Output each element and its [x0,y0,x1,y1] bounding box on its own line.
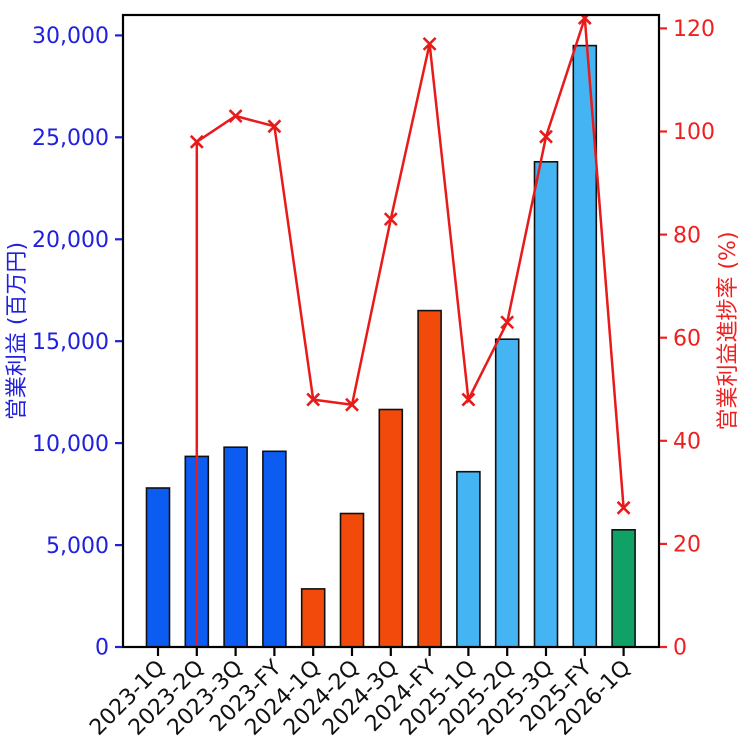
right-axis-tick-label-120: 120 [673,17,715,42]
right-axis-tick-label-20: 20 [673,533,701,558]
left-axis-tick-label-20000: 20,000 [32,228,109,253]
bars-layer [145,44,636,648]
line-marker-2024-FY [422,36,437,51]
left-axis-tick-label-5000: 5,000 [46,534,109,559]
bar-2023-FY [262,450,287,648]
bar-2024-1Q [300,588,326,648]
bar-2024-3Q [378,408,404,648]
bar-2024-FY [417,309,442,648]
bar-2025-3Q [533,161,559,648]
right-axis-tick-label-80: 80 [673,223,701,248]
left-axis-tick-label-25000: 25,000 [32,126,109,151]
line-layer [189,15,631,647]
right-axis-tick-label-0: 0 [673,636,687,661]
line-marker-2025-2Q [500,315,515,330]
line-marker-2024-2Q [345,397,359,412]
line-marker-2023-FY [267,119,282,134]
line-marker-2025-3Q [539,129,553,144]
line-marker-2023-2Q [189,134,204,149]
line-marker-2024-1Q [306,392,321,407]
line-marker-2026-1Q [616,500,631,515]
left-axis-tick-label-0: 0 [95,636,109,661]
left-axis-tick-label-15000: 15,000 [32,330,109,355]
right-axis-tick-label-100: 100 [673,120,715,145]
bar-2026-1Q [611,528,636,648]
bar-2025-2Q [494,338,520,648]
left-axis-tick-label-30000: 30,000 [32,24,109,49]
bar-2024-2Q [339,512,365,648]
bar-2025-1Q [456,470,481,648]
left-axis-tick-label-10000: 10,000 [32,432,109,457]
line-marker-2024-3Q [383,212,398,227]
bar-2023-3Q [223,446,248,648]
plot-area [121,13,661,649]
line-marker-2023-3Q [228,109,243,123]
progress-line [195,17,625,647]
right-axis-tick-label-40: 40 [673,430,701,455]
right-axis-title: 営業利益進捗率 (%) [716,231,741,430]
line-marker-2025-1Q [461,392,476,407]
bar-2025-FY [572,44,598,648]
line-marker-2025-FY [577,15,592,26]
left-axis-title: 営業利益 (百万円) [5,242,30,420]
right-axis-tick-label-60: 60 [673,326,701,351]
bar-2023-1Q [145,487,171,648]
